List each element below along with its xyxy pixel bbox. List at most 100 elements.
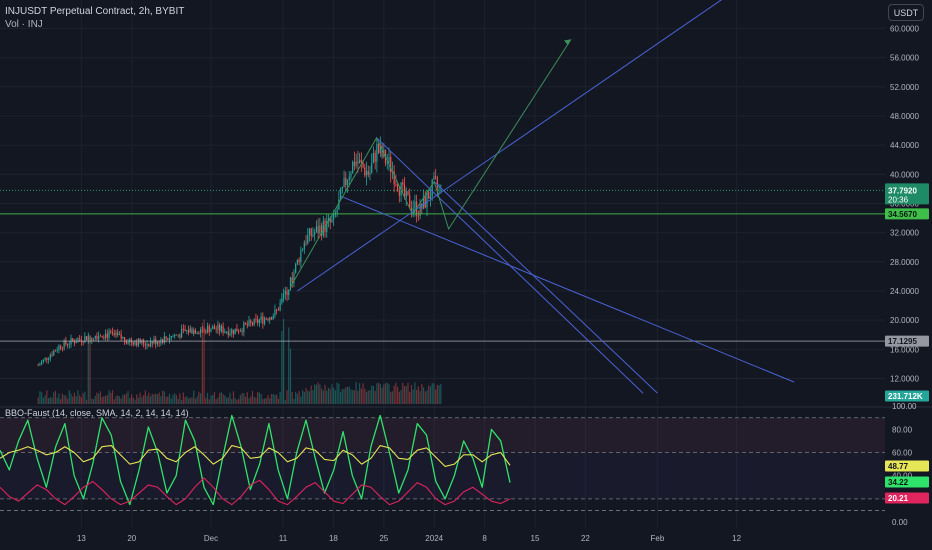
volume-bar [79,395,81,404]
candle-body [257,318,259,324]
volume-bar [314,384,316,404]
volume-bar [144,390,146,404]
candle-body [208,325,210,333]
volume-bar [70,393,72,404]
volume-bar [61,393,63,404]
volume-bar [340,391,342,404]
candle-body [170,336,172,339]
volume-bar [289,348,292,404]
volume-bar [296,393,298,404]
candle-body [60,345,62,349]
candle-body [132,341,134,345]
volume-bar [224,395,226,404]
candle-body [91,338,93,341]
candle-body [352,161,354,174]
candle-body [219,324,221,332]
volume-bar [72,396,74,404]
volume-bar [198,391,200,404]
candle-body [134,342,136,345]
volume-bar [194,398,197,404]
candle-body [58,345,60,351]
volume-bar [298,390,300,404]
volume-bar [244,396,247,404]
volume-bar [65,395,67,404]
countdown-label: 20:36 [888,195,909,204]
candle-body [301,249,304,251]
candle-body [374,152,376,162]
volume-bar [345,387,347,404]
volume-bar [56,397,58,404]
candle-body [101,336,103,338]
volume-bar [104,395,107,404]
volume-bar [251,390,254,404]
candle-body [79,338,81,340]
volume-bar [108,390,110,404]
volume-bar [111,390,114,404]
volume-bar [369,390,371,404]
candle-body [165,336,167,339]
candle-body [440,185,442,187]
volume-bar [386,382,388,404]
volume-bar [101,396,103,404]
volume-bar [282,319,285,404]
y-tick-label: 16.0000 [890,345,919,354]
x-tick-label: 18 [329,534,338,543]
volume-bar [417,386,419,404]
currency-button[interactable]: USDT [888,4,924,21]
volume-bar [433,383,435,404]
volume-bar [343,388,345,404]
symbol-title: INJUSDT Perpetual Contract, 2h, BYBIT [5,6,185,17]
candle-body [201,329,203,331]
volume-bar [58,393,60,404]
candle-body [130,339,133,342]
candle-body [72,338,74,341]
volume-bar [203,319,205,404]
candle-body [149,341,152,347]
volume-bar [200,393,202,404]
candle-body [286,290,288,296]
volume-bar [412,389,414,404]
level-price-label: 17.1295 [888,337,917,346]
candle-body [198,332,200,334]
osc-tick-label: 80.00 [892,425,913,434]
volume-bar [365,391,368,404]
volume-bar [172,394,174,404]
volume-bar [44,395,46,404]
volume-bar [201,322,203,404]
volume-bar [440,384,442,404]
volume-bar [255,397,257,404]
candle-body [39,364,41,366]
volume-bar [331,384,333,404]
osc-value-signal-bg [885,460,929,472]
volume-bar [327,387,330,404]
candle-body [362,162,364,168]
candle-body [345,177,347,186]
volume-bar [53,392,55,404]
candle-body [310,228,312,237]
candle-body [181,328,183,338]
volume-bar [129,398,131,404]
volume-bar [376,383,378,404]
candle-body [251,322,254,325]
candle-body [156,341,159,345]
candle-body [98,335,100,340]
candle-body [239,330,241,332]
candle-body [179,334,181,338]
volume-bar [117,395,119,404]
candle-body [92,338,95,340]
y-tick-label: 20.0000 [890,316,919,325]
candle-body [241,330,243,333]
volume-bar [125,393,127,404]
volume-bar [319,384,321,404]
candle-body [167,338,169,340]
candle-body [398,190,400,196]
x-tick-label: 15 [531,534,540,543]
volume-bar [379,384,381,404]
candle-body [248,320,250,326]
candle-body [390,157,392,173]
volume-bar [241,393,243,404]
candle-body [85,336,88,341]
volume-bar [405,386,407,404]
candle-body [381,145,383,157]
